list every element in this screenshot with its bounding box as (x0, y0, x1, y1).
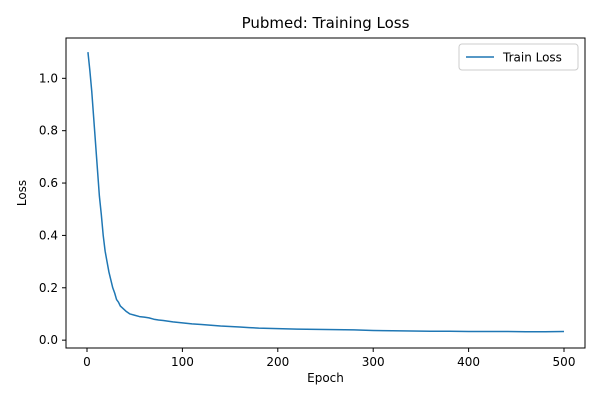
x-tick-label: 100 (171, 355, 194, 369)
series-layer (87, 52, 565, 333)
legend: Train Loss (458, 43, 579, 71)
x-axis-ticks: 0 100 200 300 400 500 (83, 348, 575, 369)
x-tick-label: 400 (457, 355, 480, 369)
y-tick-label: 0.8 (39, 124, 58, 138)
y-axis-ticks: 0.0 0.2 0.4 0.6 0.8 1.0 (39, 71, 66, 347)
legend-box (458, 43, 579, 71)
legend-label-train-loss: Train Loss (502, 51, 562, 65)
x-tick-label: 200 (266, 355, 289, 369)
x-tick-label: 300 (362, 355, 385, 369)
x-tick-label: 500 (553, 355, 576, 369)
plot-frame (65, 37, 586, 349)
y-tick-label: 0.6 (39, 176, 58, 190)
series-line-train-loss (87, 52, 565, 333)
x-axis-label: Epoch (307, 371, 344, 385)
chart-title: Pubmed: Training Loss (242, 14, 410, 32)
y-tick-label: 0.2 (39, 281, 58, 295)
y-tick-label: 0.4 (39, 228, 58, 242)
plot-area: 0 100 200 300 400 500 0.0 0.2 0.4 0.6 0.8 1.0 (39, 37, 586, 369)
x-tick-label: 0 (83, 355, 91, 369)
y-axis-label: Loss (15, 180, 29, 206)
y-tick-label: 1.0 (39, 71, 58, 85)
y-tick-label: 0.0 (39, 333, 58, 347)
